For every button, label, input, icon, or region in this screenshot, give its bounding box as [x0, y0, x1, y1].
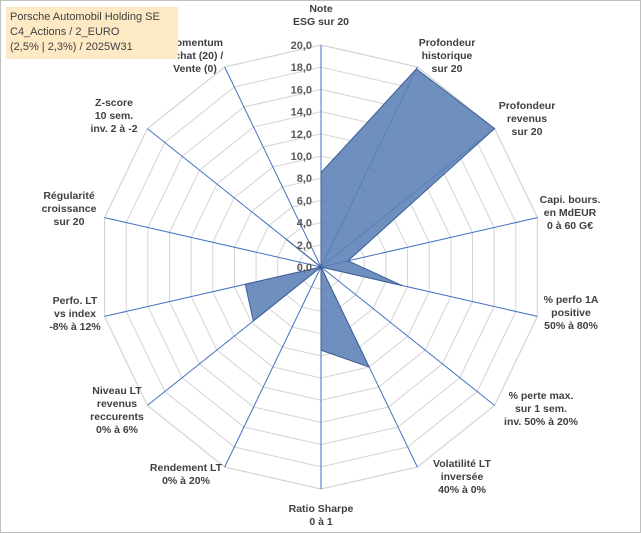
axis-label-line: Capi. bours. [540, 194, 601, 206]
axis-label-line: sur 20 [54, 216, 85, 228]
axis-label-line: inversée [441, 471, 484, 483]
axis-label-line: Rendement LT [150, 462, 223, 474]
axis-label: Note ESG sur 20 [293, 3, 349, 28]
axis-label-line: Niveau LT [92, 385, 142, 397]
axis-label-line: ESG sur 20 [293, 16, 349, 28]
axis-label: % perfo 1A positive 50% à 80% [544, 294, 599, 332]
axis-label-line: 0 à 1 [309, 516, 333, 528]
axis-label: Capi. bours. en MdEUR 0 à 60 G€ [540, 194, 601, 232]
axis-label-line: % perfo 1A [544, 294, 599, 306]
axis-label-line: revenus [97, 398, 137, 410]
axis-label: Régularité croissance sur 20 [42, 190, 97, 228]
axis-label: Ratio Sharpe 0 à 1 [289, 503, 354, 528]
axis-label-line: Z-score [95, 97, 133, 109]
axis-label-line: inv. 50% à 20% [504, 416, 579, 428]
tick-label: 14,0 [291, 107, 312, 119]
axis-label-line: 0% à 6% [96, 424, 139, 436]
tick-label: 0,0 [297, 262, 312, 274]
axis-label: % perte max. sur 1 sem. inv. 50% à 20% [504, 390, 579, 428]
chart-title-box: Porsche Automobil Holding SE C4_Actions … [6, 7, 178, 59]
chart-title-line-3: (2,5% | 2,3%) / 2025W31 [10, 41, 133, 53]
axis-label: Volatilité LT inversée 40% à 0% [433, 458, 492, 496]
axis-label-line: croissance [42, 203, 97, 215]
axis-label-line: Note [309, 3, 332, 15]
axis-spoke [320, 217, 538, 268]
axis-label-line: inv. 2 à -2 [90, 123, 137, 135]
tick-label: 12,0 [291, 129, 312, 141]
axis-label: Momentum Achat (20) / Vente (0) [167, 37, 224, 75]
axis-label: Perfo. LT vs index -8% à 12% [49, 295, 101, 333]
axis-spoke [224, 66, 322, 268]
axis-label-line: 0 à 60 G€ [547, 220, 593, 232]
axis-label-line: vs index [54, 308, 96, 320]
axis-label-line: sur 20 [432, 63, 463, 75]
axis-label-line: Régularité [43, 190, 95, 202]
axis-label: Profondeur revenus sur 20 [499, 100, 556, 138]
axis-label-line: sur 1 sem. [515, 403, 567, 415]
chart-title-line-1: Porsche Automobil Holding SE [10, 11, 160, 23]
axis-label-line: positive [551, 307, 591, 319]
axis-label: Rendement LT 0% à 20% [150, 462, 223, 487]
tick-label: 16,0 [291, 84, 312, 96]
axis-label-line: 40% à 0% [438, 484, 487, 496]
tick-label: 18,0 [291, 62, 312, 74]
axis-label-line: Momentum [167, 37, 223, 49]
axis-label-line: historique [422, 50, 473, 62]
axis-label: Niveau LT revenus reccurents 0% à 6% [90, 385, 144, 436]
axis-label: Profondeur historique sur 20 [419, 37, 476, 75]
axis-label-line: revenus [507, 113, 547, 125]
tick-label: 4,0 [297, 218, 312, 230]
axis-label-line: -8% à 12% [49, 321, 101, 333]
axis-label-line: 50% à 80% [544, 320, 598, 332]
axis-label-line: reccurents [90, 411, 144, 423]
axis-label-line: Profondeur [499, 100, 556, 112]
tick-label: 2,0 [297, 240, 312, 252]
axis-label-line: Perfo. LT [53, 295, 98, 307]
axis-label-line: sur 20 [512, 126, 543, 138]
axis-label: Z-score 10 sem. inv. 2 à -2 [90, 97, 137, 135]
axis-label-line: % perte max. [509, 390, 574, 402]
axis-spoke [320, 266, 495, 406]
chart-title-line-2: C4_Actions / 2_EURO [10, 26, 120, 38]
axis-spoke [224, 266, 322, 468]
axis-label-line: 10 sem. [95, 110, 134, 122]
tick-label: 6,0 [297, 195, 312, 207]
axis-label-line: Vente (0) [173, 63, 217, 75]
axis-label-line: Ratio Sharpe [289, 503, 354, 515]
axis-label-line: Profondeur [419, 37, 476, 49]
tick-label: 10,0 [291, 151, 312, 163]
series-area [244, 68, 496, 368]
tick-label: 8,0 [297, 173, 312, 185]
tick-label: 20,0 [291, 40, 312, 52]
axis-label-line: en MdEUR [544, 207, 597, 219]
axis-label-line: Volatilité LT [433, 458, 492, 470]
axis-label-line: 0% à 20% [162, 475, 211, 487]
axis-spoke [104, 217, 322, 268]
axis-label-line: Achat (20) / [167, 50, 224, 62]
